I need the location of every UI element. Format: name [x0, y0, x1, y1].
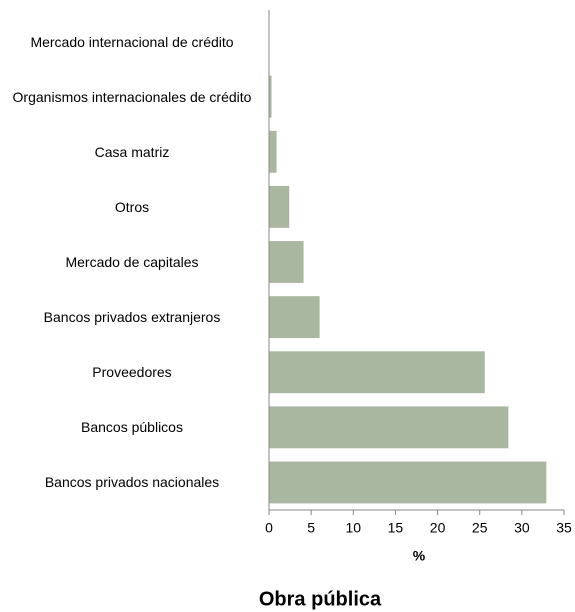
x-axis-label: %: [413, 548, 426, 564]
x-tick-label: 15: [388, 520, 404, 536]
y-tick-label: Bancos privados extranjeros: [43, 309, 221, 326]
x-tick-label: 35: [556, 520, 572, 536]
y-tick-label: Mercado de capitales: [65, 254, 199, 270]
y-tick-label: Otros: [114, 198, 150, 215]
x-tick-label: 0: [265, 520, 273, 536]
chart-title: Obra pública: [259, 588, 382, 610]
bar: [269, 241, 304, 283]
y-tick-label: Bancos privados nacionales: [44, 474, 220, 491]
bar: [269, 75, 272, 118]
bar: [269, 351, 485, 394]
bar: [269, 130, 277, 173]
x-tick-label: 20: [430, 520, 446, 536]
x-tick-label: 30: [514, 520, 530, 536]
bar: [269, 296, 320, 339]
y-tick-label: Proveedores: [92, 364, 172, 381]
x-tick-label: 5: [307, 520, 315, 536]
y-tick-label: Bancos públicos: [81, 419, 183, 436]
y-tick-label: Casa matriz: [94, 143, 170, 160]
bar: [269, 185, 290, 228]
y-tick-label: Mercado internacional de crédito: [30, 33, 234, 50]
x-tick-label: 10: [345, 520, 361, 536]
bar: [269, 461, 547, 504]
y-tick-label: Organismos internacionales de crédito: [12, 88, 252, 105]
x-tick-label: 25: [472, 520, 488, 536]
bar: [269, 406, 509, 449]
